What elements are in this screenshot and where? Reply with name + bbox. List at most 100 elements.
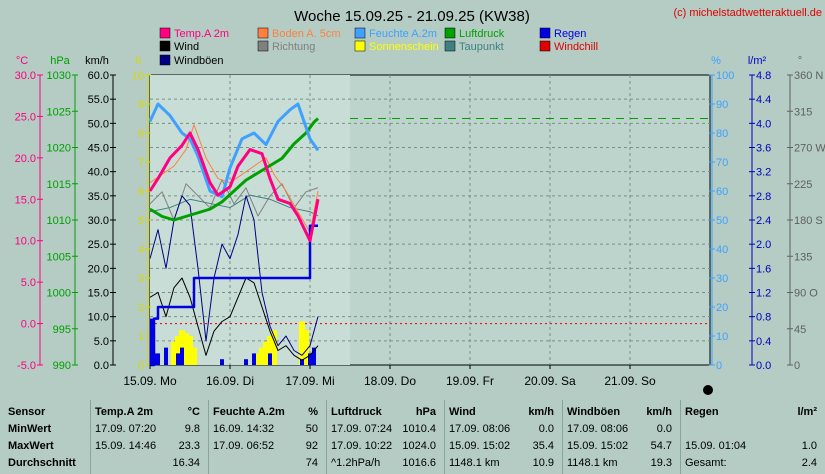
- scroll-marker[interactable]: [703, 385, 713, 395]
- temp-axis-label: 20.0: [15, 153, 36, 165]
- row-label: Durchschnitt: [8, 457, 76, 469]
- series-lines: [148, 102, 320, 367]
- sun-axis-label: 10: [132, 70, 144, 82]
- sun-axis-label: 1: [138, 331, 144, 343]
- rain-axis-label: 0.4: [756, 336, 771, 348]
- unit-pressure: hPa: [50, 55, 70, 67]
- stats-cell-row: 15.09. 15:02 54.7: [563, 438, 680, 454]
- sunshine-bar: [171, 341, 177, 365]
- legend-swatch: [444, 40, 456, 52]
- col-title: Temp.A 2m: [95, 406, 154, 418]
- direction-axis-label: 315: [794, 106, 812, 118]
- x-tick-label: 16.09. Di: [206, 374, 254, 388]
- legend: Temp.A 2m Boden A. 5cm Feuchte A.2m Luftdru…: [159, 27, 598, 67]
- stats-col: Windböen km/h 17.09. 08:06 0.0 15.09. 15:02 5…: [562, 400, 680, 474]
- cell-time: Gesamt:: [685, 457, 727, 469]
- pressure-axis-label: 1015: [47, 179, 71, 191]
- wind-axis-label: 55.0: [88, 94, 109, 106]
- row-label: Sensor: [8, 406, 46, 418]
- cell-time: 17.09. 07:24: [331, 423, 393, 435]
- rain-bar: [176, 353, 180, 365]
- humidity-axis-label: 60: [716, 186, 728, 198]
- sunshine-bar: [183, 333, 189, 365]
- series-temp-a-2m: [148, 131, 320, 243]
- direction-axis-label: 45: [794, 324, 806, 336]
- sun-axis-label: 6: [138, 186, 144, 198]
- rain-bar: [149, 318, 154, 365]
- sunshine-bar: [299, 321, 305, 365]
- cell-time: 15.09. 15:02: [449, 440, 511, 452]
- cell-time: 1148.1 km: [449, 457, 500, 469]
- axis-units: °C hPa km/h h% l/m² °: [16, 55, 802, 67]
- stats-col-header: Luftdruck hPa: [327, 404, 444, 420]
- rain-axis-label: 2.0: [756, 239, 771, 251]
- legend-swatch: [257, 27, 269, 39]
- rain-bar: [308, 353, 312, 365]
- humidity-axis-label: 70: [716, 157, 728, 169]
- sunshine-bar: [263, 341, 269, 365]
- legend-label: Regen: [554, 28, 586, 40]
- stats-row-label: Sensor: [0, 404, 90, 420]
- sun-axis-label: 9: [138, 99, 144, 111]
- legend-swatch: [159, 54, 171, 66]
- col-unit: km/h: [646, 406, 672, 418]
- legend-swatch: [444, 27, 456, 39]
- rain-axis-label: 3.2: [756, 167, 771, 179]
- cell-value: 10.9: [532, 457, 554, 469]
- cell-time: 17.09. 08:06: [449, 423, 511, 435]
- unit-rain: l/m²: [748, 55, 767, 67]
- x-tick-label: 20.09. Sa: [524, 374, 576, 388]
- cell-time: 15.09. 01:04: [685, 440, 747, 452]
- cell-value: 23.3: [178, 440, 200, 452]
- stats-cell-row: 17.09. 10:22 1024.0: [327, 438, 444, 454]
- unit-direction: °: [798, 55, 802, 67]
- humidity-axis-label: 20: [716, 302, 728, 314]
- stats-cell-row: 17.09. 06:52 92: [209, 438, 326, 454]
- sunshine-bar: [303, 330, 309, 365]
- legend-swatch: [159, 40, 171, 52]
- wind-axis-label: 0.0: [94, 360, 109, 372]
- series-boden-a-5cm: [149, 124, 319, 233]
- stats-col: Temp.A 2m °C 17.09. 07:20 9.8 15.09. 14:46 23…: [90, 400, 208, 474]
- cell-time: ^1.2hPa/h: [331, 457, 381, 469]
- stats-table: Sensor MinWert MaxWert Durchschnitt Temp.A 2…: [0, 400, 825, 474]
- sun-axis-label: 4: [138, 244, 144, 256]
- legend-label: Windchill: [554, 41, 598, 53]
- rain-axis-label: 1.2: [756, 288, 771, 300]
- x-tick-label: 19.09. Fr: [446, 374, 494, 388]
- rain-axis-label: 4.0: [756, 118, 771, 130]
- direction-axis-label: 270 W: [794, 143, 825, 155]
- stats-col-header: Feuchte A.2m%: [209, 404, 326, 420]
- sun-axis-label: 0: [138, 360, 144, 372]
- y-axes: 30.025.020.015.010.05.00.0-5.01030102510…: [15, 70, 825, 372]
- humidity-axis-label: 30: [716, 273, 728, 285]
- cell-time: 17.09. 06:52: [213, 440, 275, 452]
- stats-cell-row: 17.09. 08:06 0.0: [563, 421, 680, 437]
- unit-sun: h: [135, 55, 141, 67]
- legend-label: Taupunkt: [459, 41, 504, 53]
- series-regen: [150, 224, 318, 367]
- temp-axis-label: -5.0: [17, 360, 36, 372]
- x-tick-label: 18.09. Do: [364, 374, 416, 388]
- stats-cell-row: 17.09. 07:24 1010.4: [327, 421, 444, 437]
- temp-axis-label: 15.0: [15, 194, 36, 206]
- sunshine-bar: [267, 336, 273, 365]
- stats-cell-row: 17.09. 08:06 0.0: [445, 421, 562, 437]
- sun-axis-label: 7: [138, 157, 144, 169]
- series-feuchte-a-2m: [148, 102, 320, 199]
- col-title: Feuchte A.2m: [213, 406, 285, 418]
- bars: [149, 318, 316, 365]
- stats-cell-row: [681, 421, 825, 437]
- pressure-axis-label: 1025: [47, 106, 71, 118]
- humidity-axis-label: 10: [716, 331, 728, 343]
- legend-swatch: [539, 40, 551, 52]
- sunshine-bar: [191, 347, 197, 365]
- rain-bar: [244, 359, 248, 365]
- stats-cell-row: ^1.2hPa/h 1016.6: [327, 455, 444, 471]
- rain-axis-label: 0.0: [756, 360, 771, 372]
- cell-value: 16.34: [172, 457, 200, 469]
- humidity-axis-label: 100: [716, 70, 734, 82]
- pressure-axis-label: 1000: [47, 288, 71, 300]
- sun-axis-label: 5: [138, 215, 144, 227]
- pressure-axis-label: 1005: [47, 251, 71, 263]
